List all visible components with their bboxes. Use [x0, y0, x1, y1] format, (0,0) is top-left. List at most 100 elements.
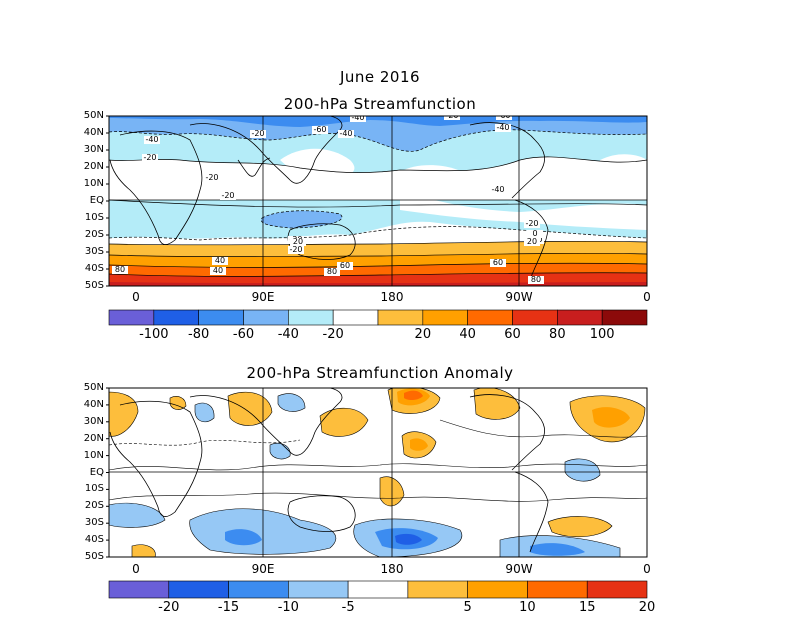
lon-label: 180 [380, 290, 404, 304]
contour-label: -40 [339, 129, 352, 138]
lat-label: 10S [84, 212, 104, 223]
lat-label: 40N [83, 398, 104, 410]
colorbar-label: 5 [463, 600, 472, 615]
coast-india [237, 157, 271, 177]
lat-label: 50S [84, 280, 104, 291]
contour-label: -60 [313, 125, 326, 134]
colorbar-streamfunction [108, 309, 648, 326]
panel2-title: 200-hPa Streamfunction Anomaly [246, 364, 514, 382]
colorbar-swatch [168, 580, 229, 599]
lon-label: 180 [380, 562, 404, 576]
colorbar-label: -20 [322, 327, 344, 342]
colorbar-swatch [586, 580, 648, 599]
lat-label: 40S [84, 534, 104, 546]
shade-minus40 [109, 116, 647, 152]
contour-label: -20 [289, 245, 302, 254]
colorbar-label: 80 [549, 327, 566, 342]
lat-label: 40S [84, 263, 104, 274]
colorbar-swatch [288, 580, 349, 599]
colorbar-swatch [377, 309, 424, 326]
colorbar-swatch [422, 309, 468, 326]
coast-africa [109, 130, 203, 245]
lat-label: 30N [83, 415, 104, 427]
lat-label: 30S [84, 517, 104, 529]
colorbar-label: -60 [232, 327, 255, 342]
panel1-title: 200-hPa Streamfunction [283, 95, 477, 113]
contour-label: -20 [221, 191, 234, 200]
shade-minus60 [109, 116, 647, 127]
contour-label: 20 [527, 237, 537, 246]
contour-label: 40 [215, 256, 225, 265]
lon-label: 90W [505, 562, 533, 576]
lat-label: 20N [83, 432, 104, 444]
lat-label: 40N [83, 127, 104, 138]
colorbar-swatch [153, 309, 199, 326]
contour-label: -60 [497, 111, 510, 120]
colorbar-swatch [467, 309, 513, 326]
lon-label: 90W [505, 290, 533, 304]
lat-label: 10N [83, 449, 104, 461]
colorbar-label: -80 [188, 327, 210, 342]
anomaly-map [109, 388, 647, 557]
colorbar-swatch [407, 580, 468, 599]
contour-label: 80 [327, 267, 337, 276]
shade-100 [109, 282, 647, 286]
lat-label: EQ [89, 466, 104, 478]
contour-label: -20 [205, 173, 218, 182]
contour-label: 60 [493, 258, 503, 267]
colorbar-label: -40 [277, 327, 299, 342]
contour-label: 20 [293, 237, 303, 246]
coast-namerica [469, 122, 545, 199]
colorbar-label: -100 [139, 327, 169, 342]
colorbar-swatch [512, 309, 558, 326]
lat-label: 30S [84, 246, 104, 257]
contour-label: 60 [340, 261, 350, 270]
lat-label: 20S [84, 500, 104, 512]
colorbar-label: 20 [414, 327, 432, 342]
colorbar-label: 20 [638, 600, 656, 615]
shade-minus20-south [109, 200, 647, 239]
colorbar-label: -10 [277, 600, 299, 615]
colorbar-anomaly [108, 580, 648, 599]
colorbar-label: 40 [459, 327, 476, 342]
lat-label: 20S [84, 229, 104, 240]
colorbar-swatch [347, 580, 409, 599]
streamfunction-map: -20-40-60-40-40-20-20-20-40-20-20-20-200… [109, 111, 647, 286]
colorbar-swatch [332, 309, 379, 326]
colorbar-label: -5 [341, 600, 355, 615]
colorbar-swatch [243, 309, 289, 326]
contour-label: -40 [496, 123, 509, 132]
contour-label: -20 [251, 129, 264, 138]
colorbar-swatch [108, 309, 155, 326]
colorbar-swatch [601, 309, 648, 326]
contour-label: -40 [491, 185, 504, 194]
lon-label: 0 [132, 562, 140, 576]
contour-label: -20 [445, 111, 458, 120]
contour-label: 80 [115, 265, 125, 274]
lat-label: 10S [84, 483, 104, 495]
lon-label: 0 [643, 290, 651, 304]
colorbar-swatch [527, 580, 588, 599]
colorbar-label: 15 [578, 600, 596, 615]
colorbar-swatch [288, 309, 334, 326]
lon-label: 0 [643, 562, 651, 576]
colorbar-swatch [108, 580, 170, 599]
contour-label: -20 [143, 153, 156, 162]
coast-eurasia [189, 116, 343, 184]
contour-label: -40 [351, 113, 364, 122]
lat-label: 10N [83, 178, 104, 189]
contour-label: -20 [525, 219, 538, 228]
lon-label: 90E [251, 562, 275, 576]
lat-label: EQ [89, 195, 104, 206]
contour-label: -40 [145, 135, 158, 144]
colorbar-swatch [557, 309, 603, 326]
colorbar-swatch [467, 580, 528, 599]
white-sio [400, 190, 647, 230]
colorbar-swatch [228, 580, 289, 599]
contour-label: 40 [213, 266, 223, 275]
coast-samerica [514, 199, 549, 281]
colorbar-label: -20 [158, 600, 180, 615]
white-pacific [400, 165, 470, 193]
lon-label: 90E [251, 290, 275, 304]
